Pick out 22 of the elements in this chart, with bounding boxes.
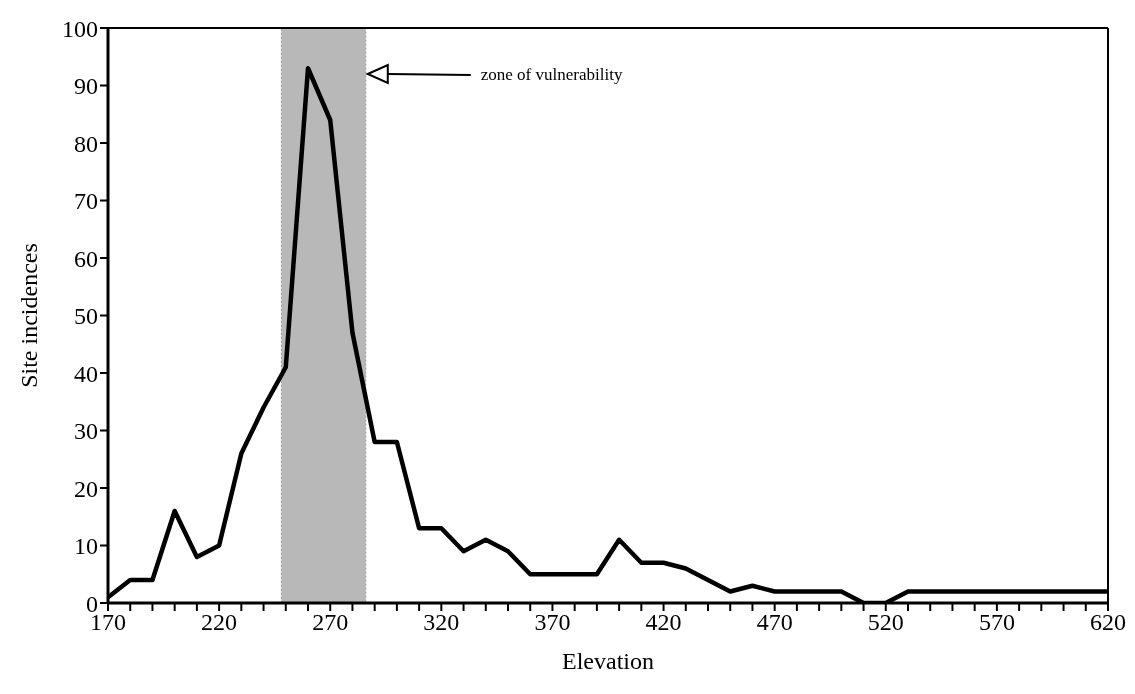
y-tick-label: 60 xyxy=(74,245,98,272)
y-tick-label: 30 xyxy=(74,418,98,445)
x-tick-label: 570 xyxy=(978,609,1015,636)
x-tick-label: 520 xyxy=(867,609,904,636)
x-tick-label: 620 xyxy=(1090,609,1126,636)
y-tick-label: 20 xyxy=(74,475,98,502)
y-tick-label: 40 xyxy=(74,360,98,387)
y-axis-title: Site incidences xyxy=(15,243,42,388)
y-tick-label: 50 xyxy=(74,303,98,330)
x-tick-label: 270 xyxy=(312,609,349,636)
y-tick-label: 10 xyxy=(74,533,98,560)
y-tick-label: 90 xyxy=(74,73,98,100)
x-axis-title: Elevation xyxy=(562,648,654,674)
y-tick-label: 100 xyxy=(62,15,98,42)
x-tick-label: 220 xyxy=(201,609,238,636)
y-tick-label: 80 xyxy=(74,130,98,157)
x-tick-label: 470 xyxy=(756,609,793,636)
annotation: zone of vulnerability xyxy=(480,65,623,84)
x-tick-label: 370 xyxy=(534,609,571,636)
y-tick-label: 70 xyxy=(74,188,98,215)
x-tick-label: 320 xyxy=(423,609,460,636)
x-tick-label: 420 xyxy=(645,609,682,636)
